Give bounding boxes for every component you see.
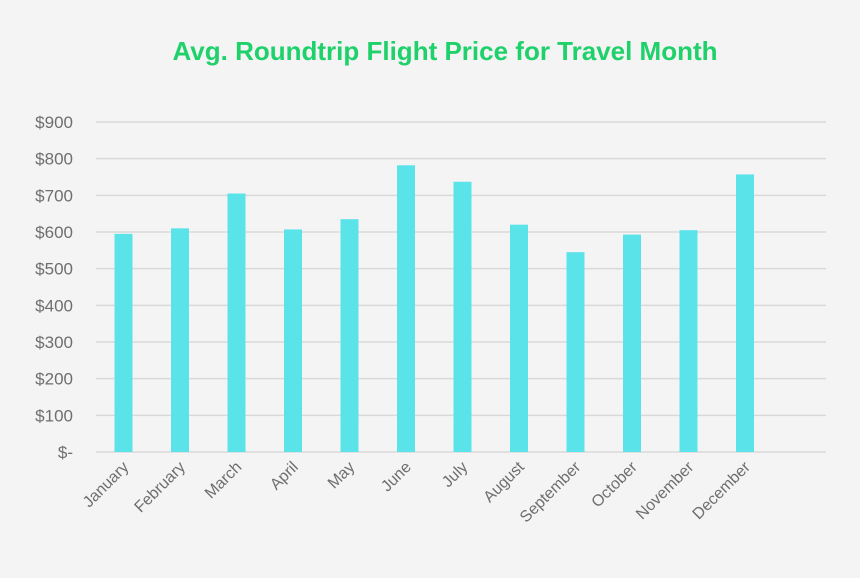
x-tick-label: March [202,459,245,502]
y-tick-label: $800 [35,150,73,169]
x-tick-label: July [439,459,471,491]
y-tick-label: $500 [35,260,73,279]
y-tick-label: $700 [35,186,73,205]
bar-april [284,229,302,452]
x-tick-label: June [378,459,415,496]
bar-september [566,252,585,452]
y-tick-label: $- [58,443,73,462]
y-tick-label: $300 [35,333,73,352]
x-axis-ticks: January February March April May June July Augu… [80,458,754,526]
bar-february [171,228,189,452]
bar-august [510,224,528,452]
x-tick-label: April [267,459,302,494]
y-tick-label: $900 [35,113,73,132]
y-tick-label: $200 [35,370,73,389]
bar-december [736,174,754,452]
bar-june [397,165,415,452]
y-axis-ticks: $- $100 $200 $300 $400 $500 $600 $700 $800 $900 [35,113,73,462]
x-tick-label: August [481,458,529,506]
x-tick-label: September [517,458,585,526]
bar-october [623,234,641,452]
x-tick-label: December [690,458,755,523]
chart-title: Avg. Roundtrip Flight Price for Travel M… [172,36,717,66]
bar-march [227,193,246,452]
x-tick-label: November [633,458,698,523]
bar-january [114,233,133,452]
bar-may [340,219,359,452]
x-tick-label: October [589,458,642,511]
x-tick-label: January [80,459,132,511]
bar-july [453,181,472,452]
y-tick-label: $100 [35,406,73,425]
bars [114,165,754,452]
x-tick-label: February [132,459,189,516]
y-tick-label: $600 [35,223,73,242]
y-tick-label: $400 [35,296,73,315]
x-tick-label: May [325,459,358,492]
bar-november [679,230,698,452]
